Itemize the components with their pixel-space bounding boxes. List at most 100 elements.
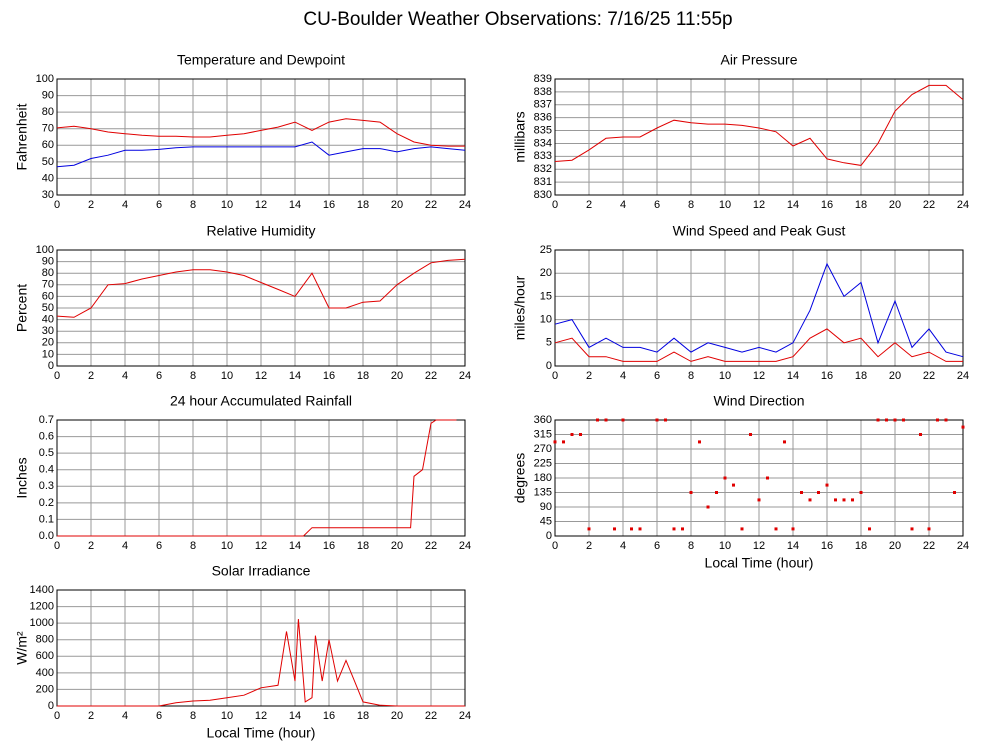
chart-title: Temperature and Dewpoint	[177, 52, 345, 68]
series-line	[554, 84, 964, 166]
x-tick-label: 4	[122, 710, 128, 722]
data-point	[936, 418, 939, 422]
y-axis-label: Fahrenheit	[14, 103, 30, 170]
x-tick-label: 12	[255, 710, 267, 722]
data-point	[808, 498, 812, 502]
y-tick-label: 200	[36, 683, 54, 695]
y-tick-label: 0	[546, 360, 552, 372]
x-tick-label: 20	[889, 199, 901, 211]
x-tick-label: 20	[391, 710, 403, 722]
y-tick-label: 20	[540, 267, 552, 279]
data-point	[825, 483, 829, 487]
x-tick-label: 22	[425, 540, 437, 552]
y-tick-label: 50	[42, 302, 54, 314]
x-tick-label: 18	[357, 540, 369, 552]
y-tick-label: 836	[534, 112, 552, 124]
x-tick-label: 4	[122, 540, 128, 552]
page-title: CU-Boulder Weather Observations: 7/16/25…	[303, 9, 732, 30]
y-tick-label: 0.2	[39, 497, 54, 509]
x-tick-label: 6	[156, 540, 162, 552]
y-tick-label: 0.1	[39, 513, 54, 525]
data-point	[621, 418, 625, 422]
x-tick-label: 0	[552, 540, 558, 552]
y-tick-label: 831	[534, 176, 552, 188]
x-tick-label: 2	[88, 710, 94, 722]
x-tick-label: 4	[620, 540, 626, 552]
x-tick-label: 6	[654, 370, 660, 382]
x-tick-label: 8	[688, 199, 694, 211]
chart-title: Wind Speed and Peak Gust	[673, 223, 846, 239]
series-line	[57, 419, 457, 537]
x-tick-label: 20	[391, 540, 403, 552]
y-tick-label: 1200	[30, 600, 54, 612]
x-tick-label: 24	[459, 710, 471, 722]
y-tick-label: 30	[42, 189, 54, 201]
chart-title: Solar Irradiance	[212, 563, 311, 579]
data-point	[800, 491, 803, 494]
y-tick-label: 225	[534, 457, 552, 469]
x-tick-label: 22	[923, 540, 935, 552]
y-tick-label: 400	[36, 667, 54, 679]
y-tick-label: 270	[534, 443, 552, 455]
chart-panel: 0.00.10.20.30.40.50.60.70 2 4 6 8 10 12 14 16 18 2…	[14, 393, 471, 552]
x-tick-label: 8	[190, 710, 196, 722]
data-point	[885, 418, 888, 422]
y-tick-label: 70	[42, 279, 54, 291]
x-tick-label: 12	[255, 540, 267, 552]
y-axis-label: miles/hour	[512, 275, 528, 340]
data-point	[740, 527, 744, 531]
x-tick-label: 24	[957, 370, 969, 382]
x-tick-label: 6	[654, 540, 660, 552]
y-axis-label: W/m²	[14, 631, 30, 665]
data-point	[613, 527, 616, 531]
data-point	[783, 440, 786, 444]
y-tick-label: 0	[48, 700, 54, 712]
y-tick-label: 45	[540, 515, 552, 527]
plot-frame	[554, 419, 964, 537]
x-tick-label: 2	[88, 199, 94, 211]
plot-frame	[56, 589, 466, 707]
data-point	[553, 440, 557, 444]
y-tick-label: 80	[42, 267, 54, 279]
x-tick-label: 4	[620, 370, 626, 382]
x-tick-label: 24	[459, 540, 471, 552]
x-tick-label: 4	[122, 199, 128, 211]
x-tick-label: 12	[753, 370, 765, 382]
y-tick-label: 360	[534, 414, 552, 426]
y-tick-label: 1400	[30, 584, 54, 596]
y-tick-label: 180	[534, 472, 552, 484]
x-tick-label: 6	[156, 370, 162, 382]
x-tick-label: 22	[425, 199, 437, 211]
x-tick-label: 20	[889, 540, 901, 552]
y-tick-label: 5	[546, 337, 552, 349]
plot-frame	[56, 78, 466, 196]
x-tick-label: 18	[357, 199, 369, 211]
y-tick-label: 839	[534, 73, 552, 85]
x-tick-label: 8	[688, 370, 694, 382]
x-tick-label: 2	[586, 540, 592, 552]
data-point	[689, 491, 693, 494]
data-point	[842, 498, 846, 502]
x-tick-label: 0	[54, 199, 60, 211]
series-line	[56, 141, 466, 168]
x-tick-label: 0	[54, 540, 60, 552]
x-tick-label: 24	[459, 199, 471, 211]
y-tick-label: 60	[42, 290, 54, 302]
x-tick-label: 4	[620, 199, 626, 211]
y-tick-label: 135	[534, 486, 552, 498]
data-point	[944, 418, 948, 422]
y-tick-label: 80	[42, 106, 54, 118]
y-tick-label: 0.6	[39, 430, 54, 442]
y-tick-label: 835	[534, 124, 552, 136]
data-point	[851, 498, 854, 502]
data-point	[868, 527, 871, 531]
x-tick-label: 14	[787, 370, 799, 382]
data-point	[961, 425, 965, 429]
data-point	[681, 527, 684, 531]
